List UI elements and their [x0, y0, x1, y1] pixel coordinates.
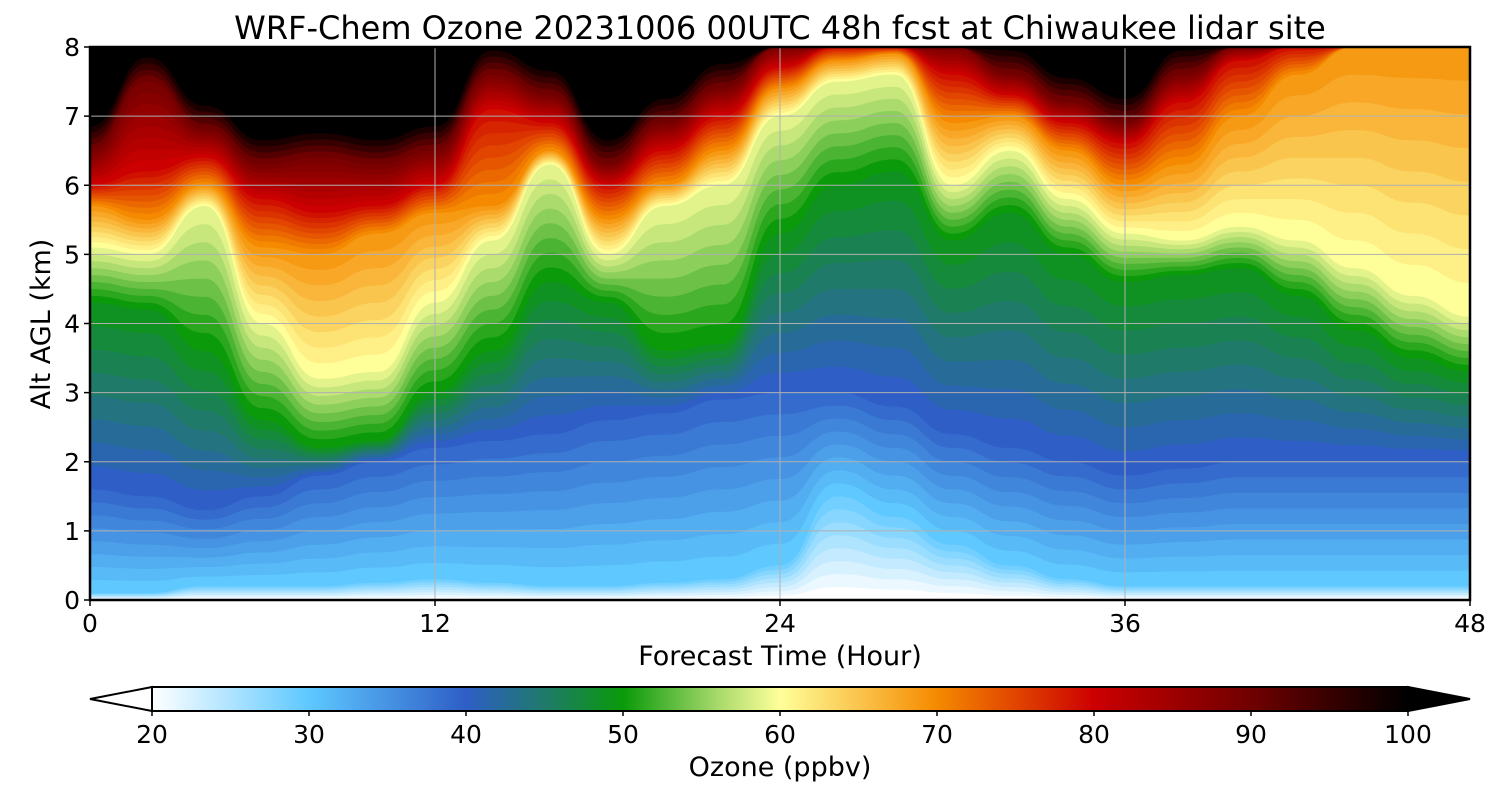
- x-axis-label: Forecast Time (Hour): [638, 641, 922, 672]
- y-tick-label: 7: [64, 102, 80, 131]
- colorbar-low-extend: [89, 685, 153, 713]
- x-tick-label: 36: [1109, 609, 1141, 638]
- x-tick-label: 48: [1454, 609, 1486, 638]
- colorbar-tick-label: 90: [1235, 720, 1267, 749]
- y-tick-label: 8: [64, 33, 80, 62]
- colorbar-tick-label: 70: [921, 720, 953, 749]
- colorbar-gradient: [151, 686, 1409, 712]
- colorbar-high-extend: [1407, 685, 1471, 713]
- x-axis: 0 12 24 36 48: [82, 600, 1486, 638]
- colorbar-tick-label: 60: [764, 720, 796, 749]
- y-tick-label: 2: [64, 448, 80, 477]
- chart-title: WRF-Chem Ozone 20231006 00UTC 48h fcst a…: [234, 9, 1326, 47]
- y-tick-label: 0: [64, 586, 80, 615]
- y-axis-label: Alt AGL (km): [26, 239, 57, 410]
- colorbar-tick-label: 80: [1078, 720, 1110, 749]
- colorbar-tick-label: 40: [450, 720, 482, 749]
- y-axis: 0 1 2 3 4 5 6 7 8: [64, 33, 90, 615]
- colorbar-tick-label: 50: [607, 720, 639, 749]
- y-tick-label: 3: [64, 379, 80, 408]
- x-tick-label: 24: [764, 609, 796, 638]
- y-tick-label: 5: [64, 240, 80, 269]
- y-tick-label: 1: [64, 517, 80, 546]
- y-tick-label: 6: [64, 171, 80, 200]
- colorbar-label: Ozone (ppbv): [689, 752, 872, 783]
- colorbar-tick-label: 100: [1384, 720, 1432, 749]
- x-tick-label: 12: [419, 609, 451, 638]
- x-tick-label: 0: [82, 609, 98, 638]
- colorbar: 20 30 40 50 60 70 80 90 100 Ozone (ppbv): [89, 685, 1471, 783]
- colorbar-tick-label: 20: [136, 720, 168, 749]
- y-tick-label: 4: [64, 310, 80, 339]
- colorbar-tick-label: 30: [293, 720, 325, 749]
